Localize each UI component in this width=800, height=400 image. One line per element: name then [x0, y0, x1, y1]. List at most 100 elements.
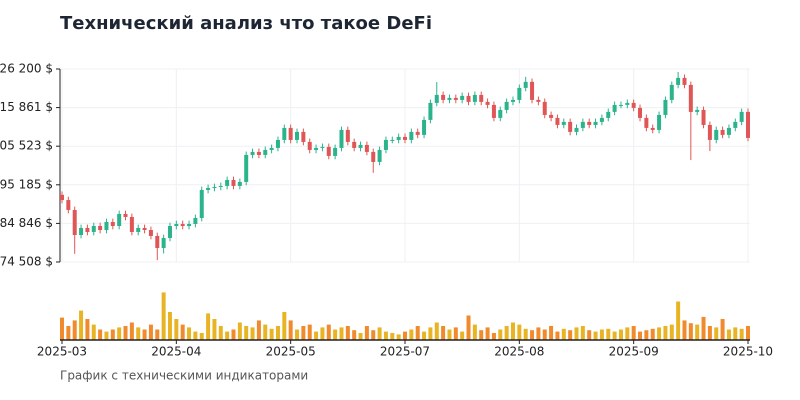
candle-body: [415, 131, 420, 135]
volume-bar: [244, 326, 249, 340]
volume-bar: [504, 326, 509, 340]
chart-title: Технический анализ что такое DeFi: [60, 13, 432, 34]
volume-bar: [447, 329, 452, 340]
candle-body: [377, 149, 382, 162]
volume-bar: [250, 327, 255, 340]
volume-bar: [403, 331, 407, 340]
volume-bar: [307, 324, 312, 340]
volume-bar: [593, 331, 598, 340]
candle-body: [339, 129, 344, 148]
volume-bar: [638, 331, 643, 340]
volume-bar: [491, 333, 496, 340]
candle-body: [688, 84, 693, 112]
volume-bar: [383, 331, 388, 340]
candle-body: [396, 136, 401, 140]
x-tick-label: 2025-10: [723, 345, 773, 359]
volume-bar: [682, 320, 687, 340]
volume-bar: [701, 316, 706, 340]
candle-body: [409, 131, 414, 140]
candle-body: [167, 226, 172, 238]
volume-bar: [136, 327, 141, 340]
volume-bar: [371, 330, 376, 340]
candle-body: [117, 213, 122, 227]
candle-body: [244, 154, 249, 182]
volume-bar: [631, 326, 636, 340]
volume-bar: [498, 329, 503, 340]
candle-body: [599, 117, 604, 122]
candle-body: [523, 81, 528, 88]
candle-body: [707, 124, 712, 140]
candle-body: [161, 237, 166, 248]
candle-body: [485, 101, 490, 105]
y-tick-label: 105 523 $: [0, 139, 53, 153]
candle-body: [72, 209, 77, 235]
candle-body: [574, 127, 579, 132]
candle-body: [60, 194, 64, 201]
candle-body: [250, 151, 255, 155]
candle-body: [237, 181, 242, 186]
volume-bar: [587, 330, 592, 340]
volume-bar: [269, 328, 274, 340]
volume-bar: [339, 327, 344, 340]
candle-body: [307, 141, 312, 150]
candle-body: [428, 102, 433, 120]
y-tick-label: 115 861 $: [0, 100, 53, 114]
volume-bar: [225, 331, 230, 340]
candle-body: [390, 139, 395, 141]
candle-body: [746, 111, 750, 138]
volume-bar: [542, 329, 547, 340]
volume-bar: [85, 319, 90, 340]
candle-body: [491, 104, 496, 118]
volume-bar: [453, 327, 458, 340]
volume-bar: [650, 328, 655, 340]
candle-body: [193, 217, 198, 224]
volume-bar: [676, 301, 681, 340]
candle-body: [682, 77, 687, 85]
candle-body: [187, 223, 192, 227]
volume-bar: [485, 327, 490, 340]
candle-body: [542, 101, 547, 115]
candle-body: [129, 216, 134, 232]
volume-bar: [663, 326, 668, 340]
volume-bar: [275, 326, 280, 340]
candle-body: [580, 121, 585, 128]
volume-bar: [72, 320, 77, 340]
volume-bar: [199, 333, 204, 340]
candle-body: [263, 149, 268, 155]
candle-body: [345, 129, 350, 142]
volume-bar: [441, 326, 446, 340]
candle-body: [612, 104, 617, 112]
volume-bar: [98, 329, 103, 340]
volume-bar: [320, 327, 325, 340]
candle-body: [403, 136, 407, 140]
volume-bar: [523, 328, 528, 340]
candle-body: [104, 222, 109, 230]
volume-bar: [288, 320, 293, 340]
candle-body: [282, 127, 287, 140]
candle-body: [466, 95, 471, 102]
volume-bar: [390, 333, 395, 340]
y-tick-label: 95 185 $: [0, 177, 53, 191]
candle-body: [657, 114, 662, 130]
volume-bar: [79, 310, 84, 340]
volume-bar: [618, 329, 623, 340]
volume-bar: [428, 327, 433, 340]
volume-bar: [352, 330, 357, 340]
candle-body: [155, 235, 160, 248]
candle-body: [136, 227, 141, 232]
candle-body: [618, 104, 623, 106]
volume-bar: [720, 319, 725, 340]
candle-body: [447, 97, 452, 100]
volume-bar: [326, 324, 331, 340]
x-tick-label: 2025-09: [609, 345, 659, 359]
volume-bar: [104, 331, 109, 340]
candle-body: [314, 147, 319, 150]
volume-bar: [218, 326, 223, 340]
volume-bar: [237, 322, 242, 340]
volume-bar: [314, 331, 319, 340]
candle-body: [650, 127, 655, 130]
candle-body: [295, 131, 300, 140]
candle-body: [206, 187, 211, 190]
x-tick-label: 2025-05: [266, 345, 316, 359]
